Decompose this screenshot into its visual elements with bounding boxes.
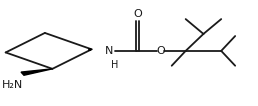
Text: H: H	[111, 60, 119, 70]
Text: H₂N: H₂N	[2, 80, 23, 90]
Text: O: O	[156, 46, 165, 56]
Polygon shape	[21, 69, 52, 75]
Text: O: O	[133, 9, 142, 19]
Text: N: N	[105, 46, 114, 56]
